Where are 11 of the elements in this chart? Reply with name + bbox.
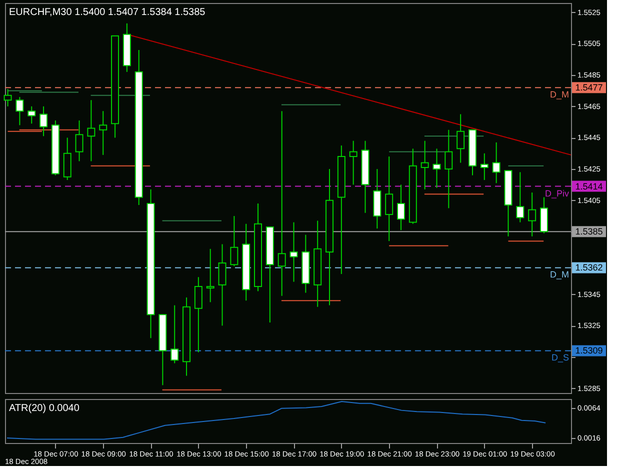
ref-line-label: D_M bbox=[550, 90, 569, 100]
annotation: 1.5477 bbox=[575, 82, 603, 93]
annotation: 1.5385 bbox=[575, 226, 603, 237]
annotation: 1.5362 bbox=[575, 262, 603, 273]
ref-line-label: D_Piv bbox=[544, 188, 570, 198]
annotation: 1.5414 bbox=[575, 181, 603, 192]
chart-title: EURCHF,M30 1.5400 1.5407 1.5384 1.5385 bbox=[9, 7, 206, 18]
ref-line-label: D_M bbox=[550, 270, 569, 280]
annotation: 1.5309 bbox=[575, 346, 603, 356]
ref-line-label: D_S bbox=[551, 352, 569, 363]
chart-title: ATR(20) 0.0040 bbox=[9, 403, 80, 414]
